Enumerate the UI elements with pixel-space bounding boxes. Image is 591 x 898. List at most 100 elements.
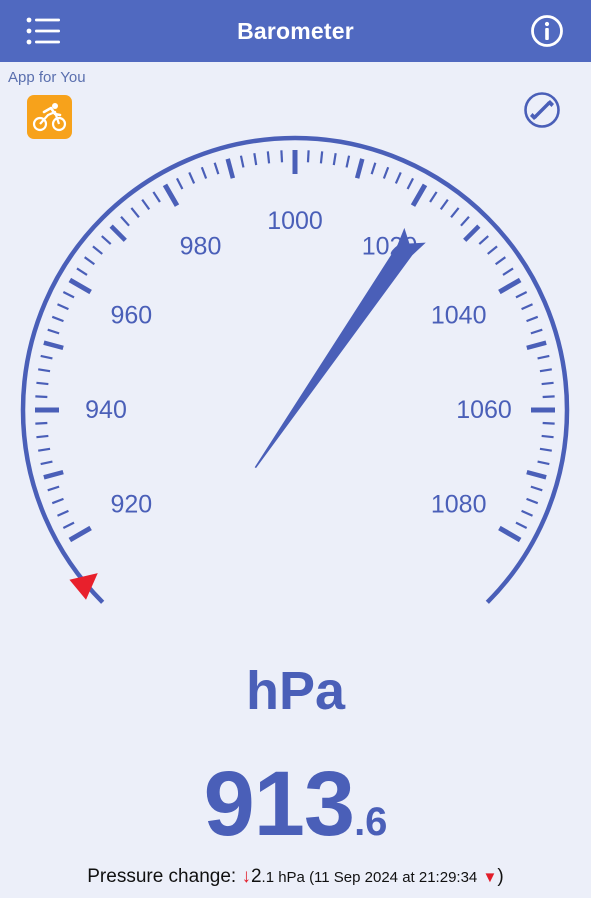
minor-tick [429, 191, 438, 203]
major-tick [162, 183, 180, 207]
minor-tick [43, 340, 64, 351]
minor-tick [141, 199, 151, 211]
minor-tick [36, 381, 49, 386]
minor-tick [332, 153, 337, 166]
minor-tick [370, 162, 377, 175]
minor-tick [51, 315, 64, 323]
tick-label: 940 [85, 396, 127, 424]
minor-tick [487, 245, 498, 255]
wrench-icon[interactable] [523, 91, 561, 129]
gauge-arc [20, 135, 570, 604]
minor-tick [494, 256, 506, 266]
minor-tick [109, 224, 127, 242]
pressure-change-label: Pressure change: [87, 866, 237, 887]
minor-tick [526, 315, 539, 323]
minor-tick [394, 172, 402, 184]
minor-tick [120, 216, 130, 227]
major-tick [68, 277, 92, 295]
reading-decimal: .6 [354, 800, 388, 844]
major-tick [410, 183, 428, 207]
gauge-needle [254, 227, 426, 469]
minor-tick [526, 340, 547, 351]
info-icon[interactable] [530, 14, 564, 48]
tick-label: 1060 [456, 396, 512, 424]
minor-tick [35, 395, 48, 399]
page-title: Barometer [237, 18, 354, 44]
minor-tick [253, 153, 258, 166]
minor-tick [439, 199, 449, 211]
minor-tick [101, 235, 112, 245]
minor-tick [36, 434, 49, 439]
tick-label: 1000 [267, 207, 323, 235]
minor-tick [43, 469, 64, 480]
minor-tick [526, 497, 539, 505]
minor-tick [84, 256, 96, 266]
minor-tick [62, 290, 75, 299]
minor-tick [502, 267, 514, 276]
minor-tick [175, 177, 184, 190]
minor-tick [306, 150, 310, 163]
minor-tick [539, 447, 552, 452]
minor-tick [463, 224, 481, 242]
pressure-reading: 913.6 [0, 752, 591, 857]
minor-tick [40, 354, 53, 360]
minor-tick [188, 172, 196, 184]
promo-app-button[interactable] [27, 95, 72, 139]
minor-tick [130, 207, 140, 218]
minor-tick [57, 509, 69, 517]
app-bar: Barometer [0, 0, 591, 62]
minor-tick [354, 158, 365, 179]
minor-tick [51, 497, 64, 505]
reading-integer: 913 [203, 753, 355, 855]
minor-tick [200, 166, 208, 179]
minor-tick [382, 166, 390, 179]
minor-tick [35, 421, 48, 425]
minor-tick [239, 155, 245, 168]
pressure-change-close: ) [497, 866, 504, 887]
minor-tick [515, 521, 528, 530]
major-tick [68, 525, 92, 543]
minor-tick [530, 328, 543, 335]
minor-tick [406, 177, 415, 190]
cyclist-icon [32, 103, 67, 132]
pressure-change-detail: .1 hPa (11 Sep 2024 at 21:29:34 [261, 869, 478, 886]
minor-tick [541, 381, 554, 386]
minor-tick [62, 521, 75, 530]
minor-tick [521, 303, 533, 311]
minor-tick [57, 303, 69, 311]
minor-tick [521, 509, 533, 517]
tick-label: 1040 [431, 302, 487, 330]
minor-tick [515, 290, 528, 299]
major-tick [498, 525, 522, 543]
unit-label: hPa [245, 661, 346, 721]
hamburger-menu-icon[interactable] [26, 17, 60, 45]
minor-tick [266, 151, 271, 164]
minor-tick [152, 191, 161, 203]
minor-tick [280, 150, 284, 163]
minor-tick [345, 155, 351, 168]
tick-label: 980 [180, 232, 222, 260]
major-tick [498, 277, 522, 295]
minor-tick [450, 207, 460, 218]
minor-tick [460, 216, 470, 227]
tick-label: 960 [110, 302, 152, 330]
minor-tick [530, 485, 543, 492]
minor-tick [526, 469, 547, 480]
minor-tick [76, 267, 88, 276]
pressure-change-value: 2 [250, 866, 262, 887]
minor-tick [47, 485, 60, 492]
pressure-change: Pressure change: ↓2.1 hPa (11 Sep 2024 a… [0, 866, 591, 888]
tick-label: 920 [110, 491, 152, 519]
minor-tick [541, 434, 554, 439]
minor-tick [319, 151, 324, 164]
reading-marker [69, 573, 98, 600]
minor-tick [542, 421, 555, 425]
down-arrow-icon: ↓ [241, 866, 251, 887]
minor-tick [542, 395, 555, 399]
tick-label: 1080 [431, 491, 487, 519]
minor-tick [478, 235, 489, 245]
promo-label: App for You [8, 69, 86, 86]
minor-tick [40, 460, 53, 466]
minor-tick [537, 460, 550, 466]
